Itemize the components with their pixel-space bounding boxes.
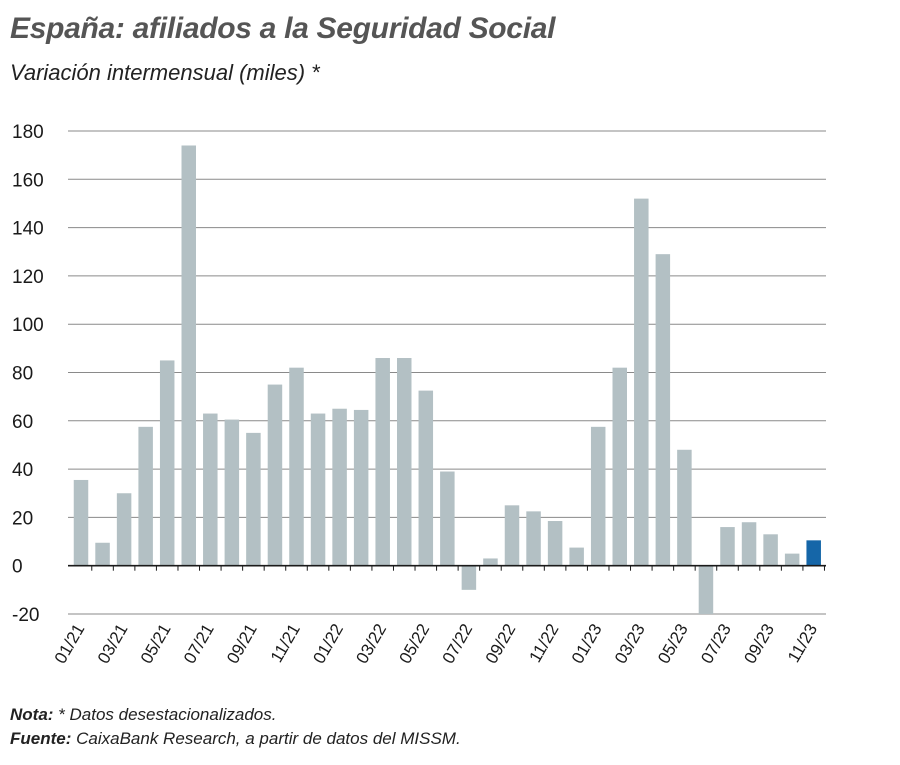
bar — [116, 493, 132, 566]
bar — [741, 522, 757, 566]
x-tick-label: 05/22 — [396, 621, 434, 667]
y-tick-label: 180 — [12, 122, 44, 143]
bar — [397, 358, 412, 566]
y-tick-label: -20 — [12, 605, 39, 626]
footnote-label: Nota: — [10, 705, 54, 724]
x-tick-label: 09/22 — [482, 621, 520, 667]
bar — [677, 449, 692, 566]
bar — [612, 367, 627, 566]
bar — [246, 432, 261, 566]
x-tick-label: 01/21 — [51, 621, 89, 667]
bar — [95, 542, 110, 566]
x-tick-label: 05/23 — [654, 621, 692, 667]
bar — [720, 527, 735, 566]
x-tick-label: 05/21 — [137, 621, 175, 667]
y-tick-label: 140 — [12, 219, 44, 240]
bar — [375, 358, 390, 566]
x-tick-label: 11/21 — [267, 621, 304, 666]
x-tick-label: 11/22 — [525, 621, 562, 666]
bar — [224, 419, 240, 566]
source-text: CaixaBank Research, a partir de datos de… — [71, 729, 461, 748]
bar — [289, 367, 304, 566]
x-tick-label: 07/22 — [439, 621, 477, 667]
bar — [634, 198, 649, 566]
bars — [73, 145, 821, 614]
source-note: Fuente: CaixaBank Research, a partir de … — [10, 729, 461, 749]
bar — [590, 426, 606, 566]
bar — [504, 505, 520, 566]
y-tick-label: 20 — [12, 508, 33, 529]
y-tick-label: 80 — [12, 364, 33, 385]
x-tick-label: 07/23 — [697, 621, 735, 667]
footnote-text: * Datos desestacionalizados. — [53, 705, 277, 724]
y-tick-label: 160 — [12, 170, 44, 191]
bar — [526, 511, 541, 566]
bar — [569, 547, 584, 566]
x-tick-label: 03/21 — [94, 621, 132, 667]
footnote: Nota: * Datos desestacionalizados. — [10, 705, 276, 725]
x-tick-label: 09/23 — [740, 621, 778, 667]
bar — [655, 254, 671, 566]
bar — [332, 408, 347, 566]
bar — [267, 384, 283, 566]
bar — [73, 479, 89, 566]
bar — [547, 521, 563, 566]
bar — [784, 553, 800, 566]
x-tick-label: 07/21 — [180, 621, 218, 667]
y-tick-label: 100 — [12, 315, 44, 336]
x-tick-label: 11/23 — [784, 621, 821, 666]
bar — [203, 413, 218, 566]
bar — [181, 145, 196, 566]
bar — [461, 565, 477, 590]
y-axis-labels: -20 0 20 40 60 80 100 120 140 160 180 — [12, 122, 44, 626]
x-tick-label: 01/23 — [568, 621, 606, 667]
bar — [806, 540, 821, 566]
bar — [353, 409, 369, 566]
bar — [159, 360, 175, 566]
x-tick-label: 03/22 — [352, 621, 390, 667]
chart-title: España: afiliados a la Seguridad Social — [10, 12, 556, 45]
y-tick-label: 0 — [12, 557, 23, 578]
x-axis — [68, 564, 826, 571]
bar — [418, 390, 434, 566]
x-tick-label: 03/23 — [611, 621, 649, 667]
chart-subtitle: Variación intermensual (miles) * — [10, 60, 320, 85]
bar — [138, 426, 153, 566]
y-tick-label: 40 — [12, 460, 33, 481]
y-tick-label: 120 — [12, 267, 44, 288]
x-tick-label: 09/21 — [223, 621, 261, 667]
bar — [698, 565, 714, 614]
bar — [483, 558, 498, 566]
bar — [763, 534, 778, 566]
y-tick-label: 60 — [12, 412, 33, 433]
source-label: Fuente: — [10, 729, 72, 748]
x-axis-labels: 01/21 03/21 05/21 07/21 09/21 11/21 01/22 03/22… — [51, 621, 821, 667]
bar — [440, 471, 455, 566]
x-tick-label: 01/22 — [309, 621, 347, 667]
bar — [310, 413, 326, 566]
